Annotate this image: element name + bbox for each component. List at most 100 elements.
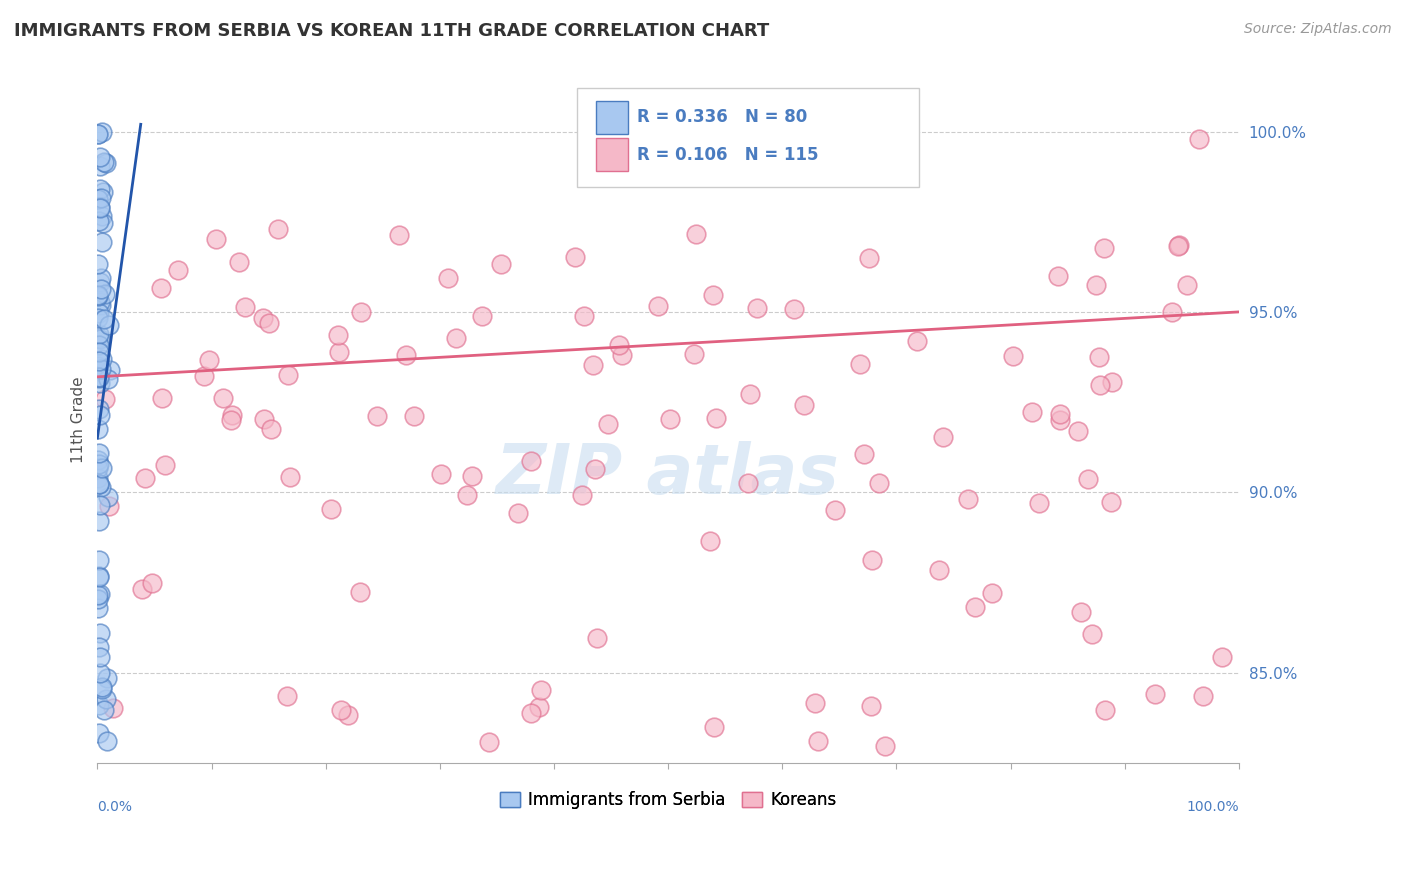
Point	[875, 739, 897, 753]
Point	[1168, 238, 1191, 252]
Point	[89, 344, 111, 359]
Point	[86, 601, 108, 615]
Point	[93, 312, 115, 326]
Point	[582, 358, 605, 372]
Point	[782, 301, 804, 316]
Point	[91, 461, 114, 475]
Point	[87, 127, 110, 141]
Point	[519, 454, 541, 468]
Text: 100.0%: 100.0%	[1187, 800, 1239, 814]
Point	[793, 399, 815, 413]
Point	[90, 680, 112, 694]
Point	[747, 301, 769, 316]
Point	[704, 411, 727, 425]
Point	[204, 232, 226, 246]
Point	[257, 316, 280, 330]
Point	[703, 720, 725, 734]
Point	[221, 413, 243, 427]
Point	[882, 145, 904, 160]
Point	[1092, 241, 1115, 255]
Point	[141, 576, 163, 591]
Point	[89, 182, 111, 196]
Point	[519, 706, 541, 721]
Point	[101, 700, 124, 714]
Point	[350, 305, 373, 319]
Point	[328, 328, 350, 343]
Point	[87, 311, 110, 326]
Point	[87, 698, 110, 713]
Point	[699, 534, 721, 549]
Point	[1077, 472, 1099, 486]
Point	[86, 257, 108, 271]
Point	[1188, 132, 1211, 146]
Point	[87, 588, 110, 602]
Point	[1160, 305, 1182, 319]
Bar	[596, 138, 628, 171]
Point	[1021, 405, 1043, 419]
Point	[221, 408, 243, 422]
Point	[228, 255, 250, 269]
Point	[685, 227, 707, 242]
Point	[1001, 349, 1024, 363]
Point	[90, 209, 112, 223]
Point	[858, 251, 880, 265]
Point	[96, 671, 118, 685]
Point	[87, 370, 110, 384]
Point	[93, 155, 115, 169]
Point	[96, 734, 118, 748]
Point	[1047, 269, 1070, 284]
Point	[658, 412, 681, 426]
Point	[586, 631, 609, 645]
Point	[506, 506, 529, 520]
Text: Source: ZipAtlas.com: Source: ZipAtlas.com	[1244, 22, 1392, 37]
Y-axis label: 11th Grade: 11th Grade	[72, 376, 86, 464]
Text: IMMIGRANTS FROM SERBIA VS KOREAN 11TH GRADE CORRELATION CHART: IMMIGRANTS FROM SERBIA VS KOREAN 11TH GR…	[14, 22, 769, 40]
Point	[94, 287, 117, 301]
Point	[89, 200, 111, 214]
Point	[87, 289, 110, 303]
Point	[89, 275, 111, 289]
Point	[530, 683, 553, 698]
Point	[260, 422, 283, 436]
Point	[91, 235, 114, 250]
Point	[90, 361, 112, 376]
Point	[613, 161, 636, 175]
Point	[89, 640, 111, 654]
Point	[824, 503, 846, 517]
Point	[607, 338, 630, 352]
Point	[134, 471, 156, 485]
Point	[1099, 495, 1122, 509]
Point	[489, 256, 512, 270]
Point	[478, 735, 501, 749]
Point	[571, 488, 593, 502]
Point	[252, 311, 274, 326]
Point	[87, 331, 110, 345]
Point	[957, 491, 980, 506]
Point	[89, 498, 111, 512]
Point	[319, 502, 342, 516]
Point	[86, 363, 108, 377]
Point	[89, 402, 111, 417]
Text: 0.0%: 0.0%	[97, 800, 132, 814]
Point	[981, 585, 1004, 599]
Point	[87, 338, 110, 352]
Point	[97, 490, 120, 504]
Point	[89, 666, 111, 681]
Bar	[596, 101, 628, 134]
Point	[583, 462, 606, 476]
Point	[349, 584, 371, 599]
Point	[529, 700, 551, 714]
Point	[87, 453, 110, 467]
Point	[89, 201, 111, 215]
Point	[278, 470, 301, 484]
Text: R = 0.336   N = 80: R = 0.336 N = 80	[637, 108, 807, 126]
Point	[803, 696, 825, 710]
Point	[93, 702, 115, 716]
Point	[87, 460, 110, 475]
Point	[87, 127, 110, 141]
Point	[87, 306, 110, 320]
Point	[97, 499, 120, 513]
Point	[702, 287, 724, 301]
Point	[97, 372, 120, 386]
Point	[87, 359, 110, 373]
